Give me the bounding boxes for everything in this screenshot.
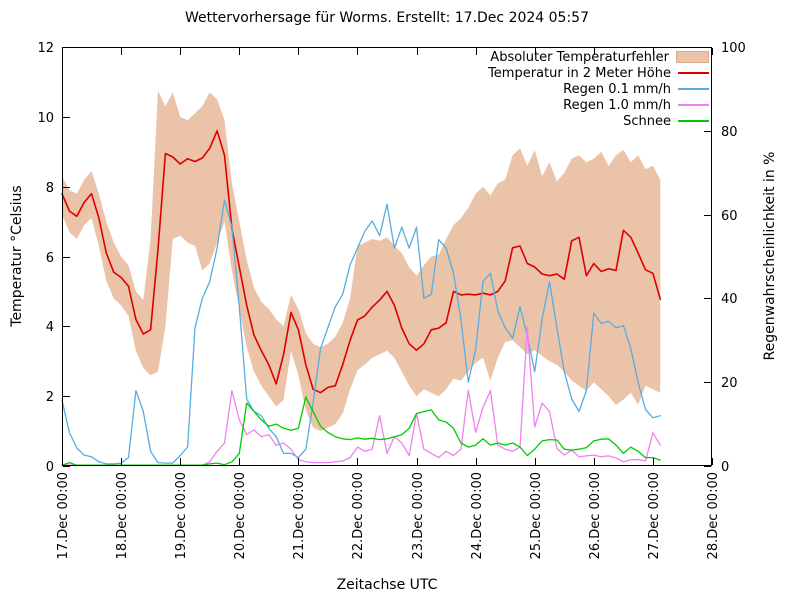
- legend-label: Absoluter Temperaturfehler: [490, 49, 669, 65]
- y-right-tick-label: 100: [721, 41, 746, 56]
- x-tick-label: 17.Dec 00:00: [56, 472, 71, 559]
- y-left-tick-label: 10: [37, 111, 54, 126]
- y-right-tick-label: 80: [721, 125, 738, 140]
- legend-line-swatch: [678, 72, 709, 74]
- x-tick-label: 27.Dec 00:00: [647, 472, 662, 559]
- series-line-schnee: [61, 396, 661, 466]
- legend: Absoluter Temperaturfehler Temperatur in …: [488, 49, 709, 129]
- y-left-tick-label: 8: [46, 181, 54, 196]
- x-tick-label: 24.Dec 00:00: [470, 472, 485, 559]
- series-line-regen-0-1-mm-h: [61, 199, 661, 465]
- legend-band-swatch: [676, 51, 709, 63]
- y-left-tick-label: 6: [46, 251, 54, 266]
- y-left-tick-label: 0: [46, 460, 54, 475]
- y-right-axis-label: Regenwahrscheinlichkeit in %: [762, 151, 778, 361]
- legend-label: Regen 1.0 mm/h: [563, 97, 671, 113]
- y-left-tick-label: 2: [46, 390, 54, 405]
- legend-item: Absoluter Temperaturfehler: [488, 49, 709, 65]
- y-right-tick-label: 0: [721, 460, 729, 475]
- x-tick-label: 21.Dec 00:00: [292, 472, 307, 559]
- x-axis-label: Zeitachse UTC: [336, 577, 438, 593]
- y-right-tick-label: 60: [721, 209, 738, 224]
- legend-item: Regen 1.0 mm/h: [488, 97, 709, 113]
- legend-line-swatch: [678, 88, 709, 90]
- x-tick-label: 18.Dec 00:00: [115, 472, 130, 559]
- plot-border: [62, 47, 712, 466]
- series-band-temperature-error: [62, 90, 661, 432]
- series-line-temperatur-in-2-meter-h-he: [61, 130, 662, 394]
- y-left-tick-label: 12: [37, 41, 54, 56]
- x-tick-label: 25.Dec 00:00: [529, 472, 544, 559]
- legend-item: Temperatur in 2 Meter Höhe: [488, 65, 709, 81]
- legend-label: Temperatur in 2 Meter Höhe: [488, 65, 671, 81]
- x-tick-label: 20.Dec 00:00: [233, 472, 248, 559]
- legend-line-swatch: [678, 104, 709, 106]
- legend-item: Schnee: [488, 113, 709, 129]
- legend-item: Regen 0.1 mm/h: [488, 81, 709, 97]
- chart-title: Wettervorhersage für Worms. Erstellt: 17…: [184, 10, 589, 26]
- y-right-tick-label: 20: [721, 376, 738, 391]
- y-left-axis-label: Temperatur °Celsius: [9, 185, 25, 327]
- x-tick-label: 28.Dec 00:00: [706, 472, 721, 559]
- x-tick-label: 26.Dec 00:00: [588, 472, 603, 559]
- x-tick-label: 23.Dec 00:00: [411, 472, 426, 559]
- legend-line-swatch: [678, 120, 709, 122]
- y-left-tick-label: 4: [46, 320, 54, 335]
- x-tick-label: 22.Dec 00:00: [351, 472, 366, 559]
- y-right-tick-label: 40: [721, 292, 738, 307]
- x-tick-label: 19.Dec 00:00: [174, 472, 189, 559]
- legend-label: Regen 0.1 mm/h: [563, 81, 671, 97]
- legend-label: Schnee: [623, 113, 671, 129]
